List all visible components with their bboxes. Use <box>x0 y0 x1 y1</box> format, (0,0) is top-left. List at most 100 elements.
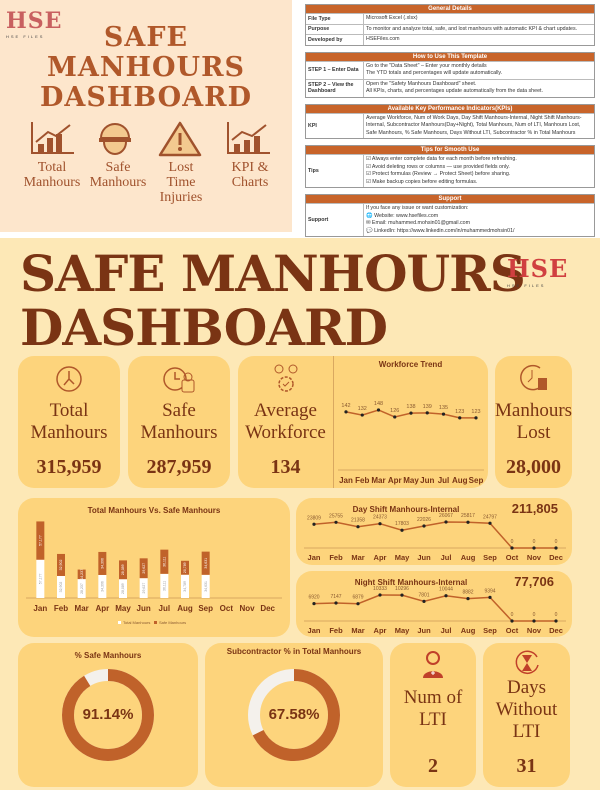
night-shift-total: 77,706 <box>514 574 554 589</box>
poster-panel: HSE HSE FILES SAFE MANHOURS DASHBOARD Tot… <box>0 0 292 232</box>
bar-chart-icon <box>22 120 82 161</box>
x-tick-label: Jan <box>308 553 321 562</box>
data-point <box>376 408 381 412</box>
data-label: 25817 <box>461 513 475 519</box>
info-line[interactable]: 💬 LinkedIn: https://www.linkedin.com/in/… <box>366 227 515 234</box>
data-point <box>510 619 514 623</box>
info-line[interactable]: 🌐 Website: www.hsefiles.com <box>366 212 439 219</box>
x-tick-label: Apr <box>374 626 387 635</box>
info-value: Average Workforce, Num of Work Days, Day… <box>364 114 594 139</box>
data-label: 10296 <box>395 586 409 592</box>
data-label: 14,237 <box>80 569 84 580</box>
bar-total-manhours <box>160 573 169 598</box>
info-section: Support Support If you face any issue or w… <box>305 194 595 237</box>
subcontractor-pct-card: Subcontractor % in Total Manhours 67.58% <box>205 643 383 787</box>
data-label: 29,627 <box>142 583 146 594</box>
info-section-header: General Details <box>306 5 594 13</box>
x-tick-label: Jun <box>420 476 434 485</box>
safe-pct-value: 91.14% <box>82 706 134 723</box>
x-tick-label: Sep <box>483 626 497 635</box>
series-line <box>313 521 556 549</box>
data-label: 57,177 <box>39 573 43 584</box>
data-label: 123 <box>455 409 464 415</box>
kpi-total-manhours: Total Manhours 315,959 <box>18 356 120 488</box>
kpi-label: Days Without LTI <box>495 677 558 742</box>
data-label: 20,789 <box>183 562 187 573</box>
x-tick-label: Apr <box>388 476 402 485</box>
info-line: The YTD totals and percentages will upda… <box>366 70 503 76</box>
subcontractor-pct-donut <box>248 669 340 761</box>
x-tick-label: Jul <box>159 604 171 613</box>
info-key: STEP 2 – View the Dashboard <box>306 79 364 97</box>
data-label: 139 <box>423 404 432 410</box>
bar-safe-manhours <box>201 551 210 575</box>
workforce-trend-chart: 142 Jan 132 Feb 148 Mar 126 Apr 138 May 139 Jun 135 J… <box>338 401 484 485</box>
bar-safe-manhours <box>36 521 45 560</box>
data-label: 142 <box>341 403 350 409</box>
data-point <box>458 416 462 420</box>
bar-total-manhours <box>119 579 127 598</box>
data-point <box>378 522 382 526</box>
data-point <box>409 411 413 415</box>
info-key: Support <box>306 204 364 236</box>
info-line: To monitor and analyze total, safe, and … <box>366 25 578 32</box>
info-section-header: How to Use This Template <box>306 52 594 61</box>
data-point <box>466 597 470 601</box>
info-row: Support If you face any issue or want cus… <box>306 203 594 236</box>
info-row: Developed by HSEFiles.com <box>306 34 594 45</box>
x-tick-label: Oct <box>506 553 519 562</box>
poster-title-line: MANHOURS <box>46 52 246 83</box>
data-point <box>474 416 478 420</box>
info-line[interactable]: ✉ Email: muhammed.mohsin01@gmail.com <box>366 220 471 226</box>
data-label: 6879 <box>352 595 363 601</box>
x-tick-label: Sep <box>483 553 497 562</box>
data-point <box>488 595 492 599</box>
night-shift-card: Night Shift Manhours-Internal 77,706 692… <box>296 571 572 637</box>
feature-label: Safe Manhours <box>89 160 147 190</box>
bar-safe-manhours <box>57 553 65 576</box>
kpi-label: Num of LTI <box>403 687 463 730</box>
info-value: Go to the "Data Sheet" – Enter your mont… <box>364 62 594 79</box>
x-tick-label: Dec <box>549 626 563 635</box>
data-label: 34,396 <box>101 581 105 592</box>
day-shift-card: Day Shift Manhours-Internal 211,805 2380… <box>296 498 572 565</box>
info-line: ☑ Protect formulas (Review → Protect She… <box>366 171 511 177</box>
kpi-value: 2 <box>428 755 438 777</box>
x-tick-label: Feb <box>329 626 343 635</box>
total-vs-safe-card: Total Manhours Vs. Safe Manhours 57,177 5… <box>18 498 290 637</box>
hard-hat-icon <box>85 120 145 165</box>
data-point <box>356 602 360 606</box>
info-section-header: Available Key Performance Indicators(KPI… <box>306 104 594 113</box>
info-row: KPI Average Workforce, Num of Work Days, … <box>306 112 594 139</box>
data-point <box>334 520 338 524</box>
data-point <box>488 521 492 525</box>
clock-trash-icon <box>495 362 572 399</box>
data-label: 24373 <box>373 515 387 521</box>
data-label: 0 <box>555 539 558 545</box>
kpi-num-lti: Num of LTI 2 <box>390 643 476 787</box>
data-label: 9394 <box>484 588 495 594</box>
kpi-value: 31 <box>516 755 537 777</box>
data-label: 135 <box>439 405 448 411</box>
divider <box>333 356 334 488</box>
sub-pct-value: 67.58% <box>268 706 320 723</box>
kpi-value: 28,000 <box>506 456 561 478</box>
data-point <box>312 522 316 526</box>
feature-label: Total Manhours <box>23 160 81 190</box>
info-row: File Type Microsoft Excel (.xlsx) <box>306 13 594 24</box>
safe-pct-donut <box>62 669 154 761</box>
x-tick-label: Jul <box>441 626 452 635</box>
data-label: 32,902 <box>59 560 63 571</box>
x-tick-label: May <box>115 604 131 613</box>
data-label: 0 <box>533 539 536 545</box>
info-key: STEP 1 – Enter Data <box>306 61 364 79</box>
data-label: 28,089 <box>121 564 125 575</box>
data-label: 126 <box>390 408 399 414</box>
info-value: To monitor and analyze total, safe, and … <box>364 25 594 35</box>
warning-icon <box>150 120 210 163</box>
data-point <box>554 546 558 550</box>
info-section-header: Support <box>306 195 594 203</box>
bar-total-manhours <box>201 574 210 598</box>
data-point <box>400 528 404 532</box>
kpi-value: 315,959 <box>36 456 102 478</box>
